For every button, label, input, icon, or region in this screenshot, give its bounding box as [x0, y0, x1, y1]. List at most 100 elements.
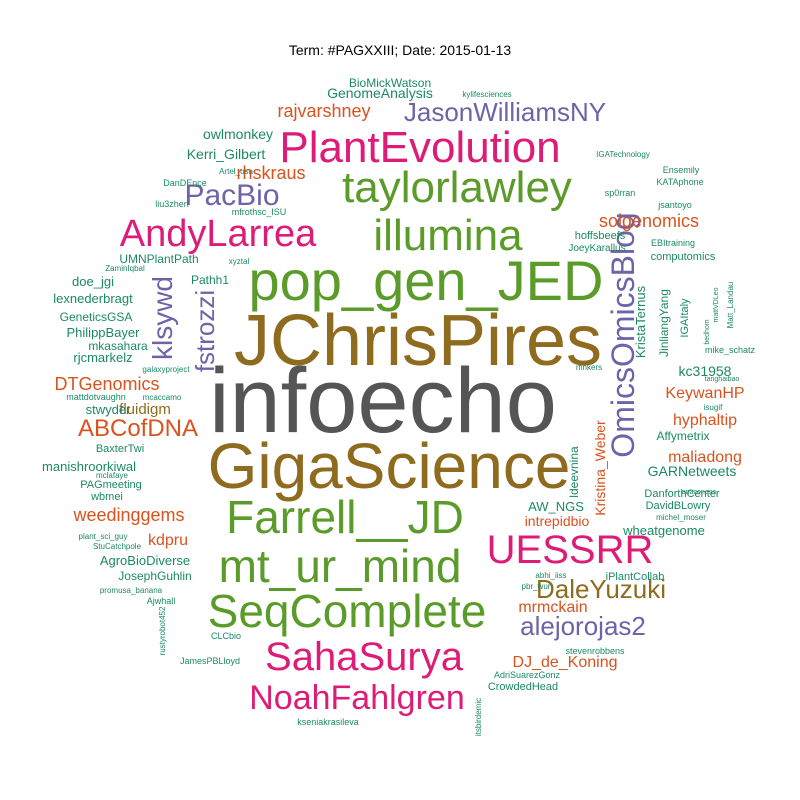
cloud-word: mcaccamo [143, 393, 182, 402]
cloud-word: SeqComplete [208, 585, 487, 637]
cloud-word: solgenomics [599, 211, 699, 231]
cloud-word: hoffsbeefs [575, 230, 626, 242]
cloud-word: Matt_Landau [726, 282, 735, 329]
cloud-word: alejorojas2 [520, 611, 646, 641]
cloud-word: PAGmeeting [80, 479, 142, 491]
cloud-word: JasonWilliamsNY [404, 97, 606, 127]
cloud-word: JamesPBLloyd [180, 656, 240, 666]
cloud-title: Term: #PAGXXIII; Date: 2015-01-13 [289, 42, 512, 58]
cloud-word: hyphaltip [673, 412, 737, 429]
cloud-word: IGATechnology [596, 150, 650, 159]
cloud-word: Kristina_Weber [592, 420, 608, 516]
cloud-word: pop_gen_JED [249, 249, 604, 312]
cloud-word: BaxterTwi [96, 443, 144, 455]
cloud-word: kdpru [148, 532, 188, 549]
cloud-word: anaconesa [682, 489, 716, 496]
cloud-word: mrmckain [518, 599, 587, 616]
cloud-word: AW_NGS [528, 499, 584, 514]
cloud-word: Farrell__JD [226, 491, 464, 543]
cloud-word: NoahFahlgren [249, 679, 464, 717]
cloud-word: ldeevnina [567, 446, 581, 498]
cloud-word: AdriSuarezGonz [494, 670, 561, 680]
cloud-word: OmicsOmicsBlog [605, 212, 641, 457]
cloud-word: PhilippBayer [67, 325, 141, 340]
cloud-word: abhi_iiss [535, 571, 566, 580]
cloud-word: SahaSurya [265, 635, 464, 679]
cloud-word: klsywd [147, 276, 178, 360]
cloud-word: infoecho [209, 350, 557, 452]
cloud-word: kc31958 [679, 363, 732, 379]
cloud-word: wheatgenome [622, 523, 705, 538]
cloud-word: CrowdedHead [488, 681, 558, 693]
cloud-word: GenomeAnalysis [327, 85, 433, 101]
cloud-word: rustyrobot452 [158, 606, 167, 655]
cloud-word: isugif [704, 403, 723, 412]
cloud-word: manishroorkiwal [42, 459, 136, 474]
cloud-word: JinliangYang [657, 289, 671, 357]
cloud-word: CLCbio [211, 631, 241, 641]
cloud-word: wbmei [90, 491, 123, 503]
cloud-word: Kerri_Gilbert [187, 146, 266, 162]
cloud-word: AndyLarrea [120, 213, 317, 255]
cloud-word: KATAphone [656, 177, 703, 187]
cloud-word: mattdotvaughn [66, 392, 126, 402]
cloud-word: DavidBLowry [646, 500, 711, 512]
cloud-word: JChrisPires [234, 301, 602, 381]
cloud-word: ABCofDNA [78, 415, 198, 442]
cloud-word: plant_sci_guy [79, 532, 128, 541]
cloud-word: JoeyKarallus [568, 243, 625, 254]
cloud-word: DTGenomics [54, 374, 159, 394]
cloud-word: DanforthCenter [644, 488, 720, 500]
cloud-word: intrepidbio [525, 513, 590, 529]
cloud-word: BioMickWatson [349, 76, 431, 90]
cloud-word: Affymetrix [656, 429, 709, 443]
cloud-word: kylifesciences [462, 90, 511, 99]
cloud-word: galaxyproject [142, 365, 190, 374]
cloud-word: illumina [373, 211, 523, 260]
cloud-word: michel_moser [656, 513, 706, 522]
cloud-word: Pathh1 [191, 273, 229, 287]
cloud-word: rfinkers [576, 363, 602, 372]
cloud-word: itsbirdemic [474, 698, 483, 736]
cloud-word: KristaTernus [633, 285, 648, 358]
cloud-word: PacBio [184, 179, 279, 212]
cloud-word: iPlantCollab [606, 571, 665, 583]
cloud-word: sp0rran [605, 188, 636, 198]
cloud-word: Artel_usa [219, 167, 253, 176]
cloud-word: maliadong [668, 449, 742, 466]
cloud-word: doe_jgi [72, 274, 114, 289]
cloud-word: jsantoyo [657, 200, 692, 210]
cloud-word: DaleYuzuki [536, 574, 666, 604]
cloud-word: DJ_de_Koning [513, 654, 618, 671]
cloud-word: EBItraining [651, 238, 695, 248]
cloud-word: PlantEvolution [279, 123, 560, 172]
cloud-word: rhskraus [236, 163, 305, 183]
cloud-word: kseniakrasileva [297, 717, 359, 727]
cloud-word: GigaScience [208, 430, 571, 502]
cloud-word: fluidigm [119, 401, 171, 418]
cloud-word: mfrothsc_ISU [232, 207, 287, 217]
cloud-word: owlmonkey [203, 126, 273, 142]
cloud-word: promusa_banana [100, 586, 163, 595]
cloud-word: JosephGuhlin [118, 569, 191, 583]
cloud-word: stwyder [86, 402, 131, 417]
cloud-word: stevenrobbens [565, 646, 625, 656]
cloud-word: rjcmarkelz [73, 350, 132, 365]
cloud-word: GARNetweets [648, 463, 737, 479]
cloud-word: xyztal [229, 257, 250, 266]
cloud-word: Ajwhall [147, 596, 176, 606]
cloud-word: liu3zhen [155, 199, 189, 209]
cloud-word: rajvarshney [277, 101, 370, 121]
cloud-word: AgroBioDiverse [100, 553, 190, 568]
cloud-word: KeywanHP [665, 385, 744, 402]
cloud-word: mattVDLeo [713, 287, 720, 322]
cloud-word: mkasahara [88, 339, 148, 353]
cloud-word: computomics [651, 251, 716, 263]
cloud-word: UMNPlantPath [119, 252, 198, 266]
cloud-word: StuCatchpole [93, 542, 142, 551]
cloud-word: ZaminIqbal [105, 264, 145, 273]
cloud-word: fstrozzi [190, 290, 220, 372]
cloud-word: DanDEnce [163, 178, 207, 188]
